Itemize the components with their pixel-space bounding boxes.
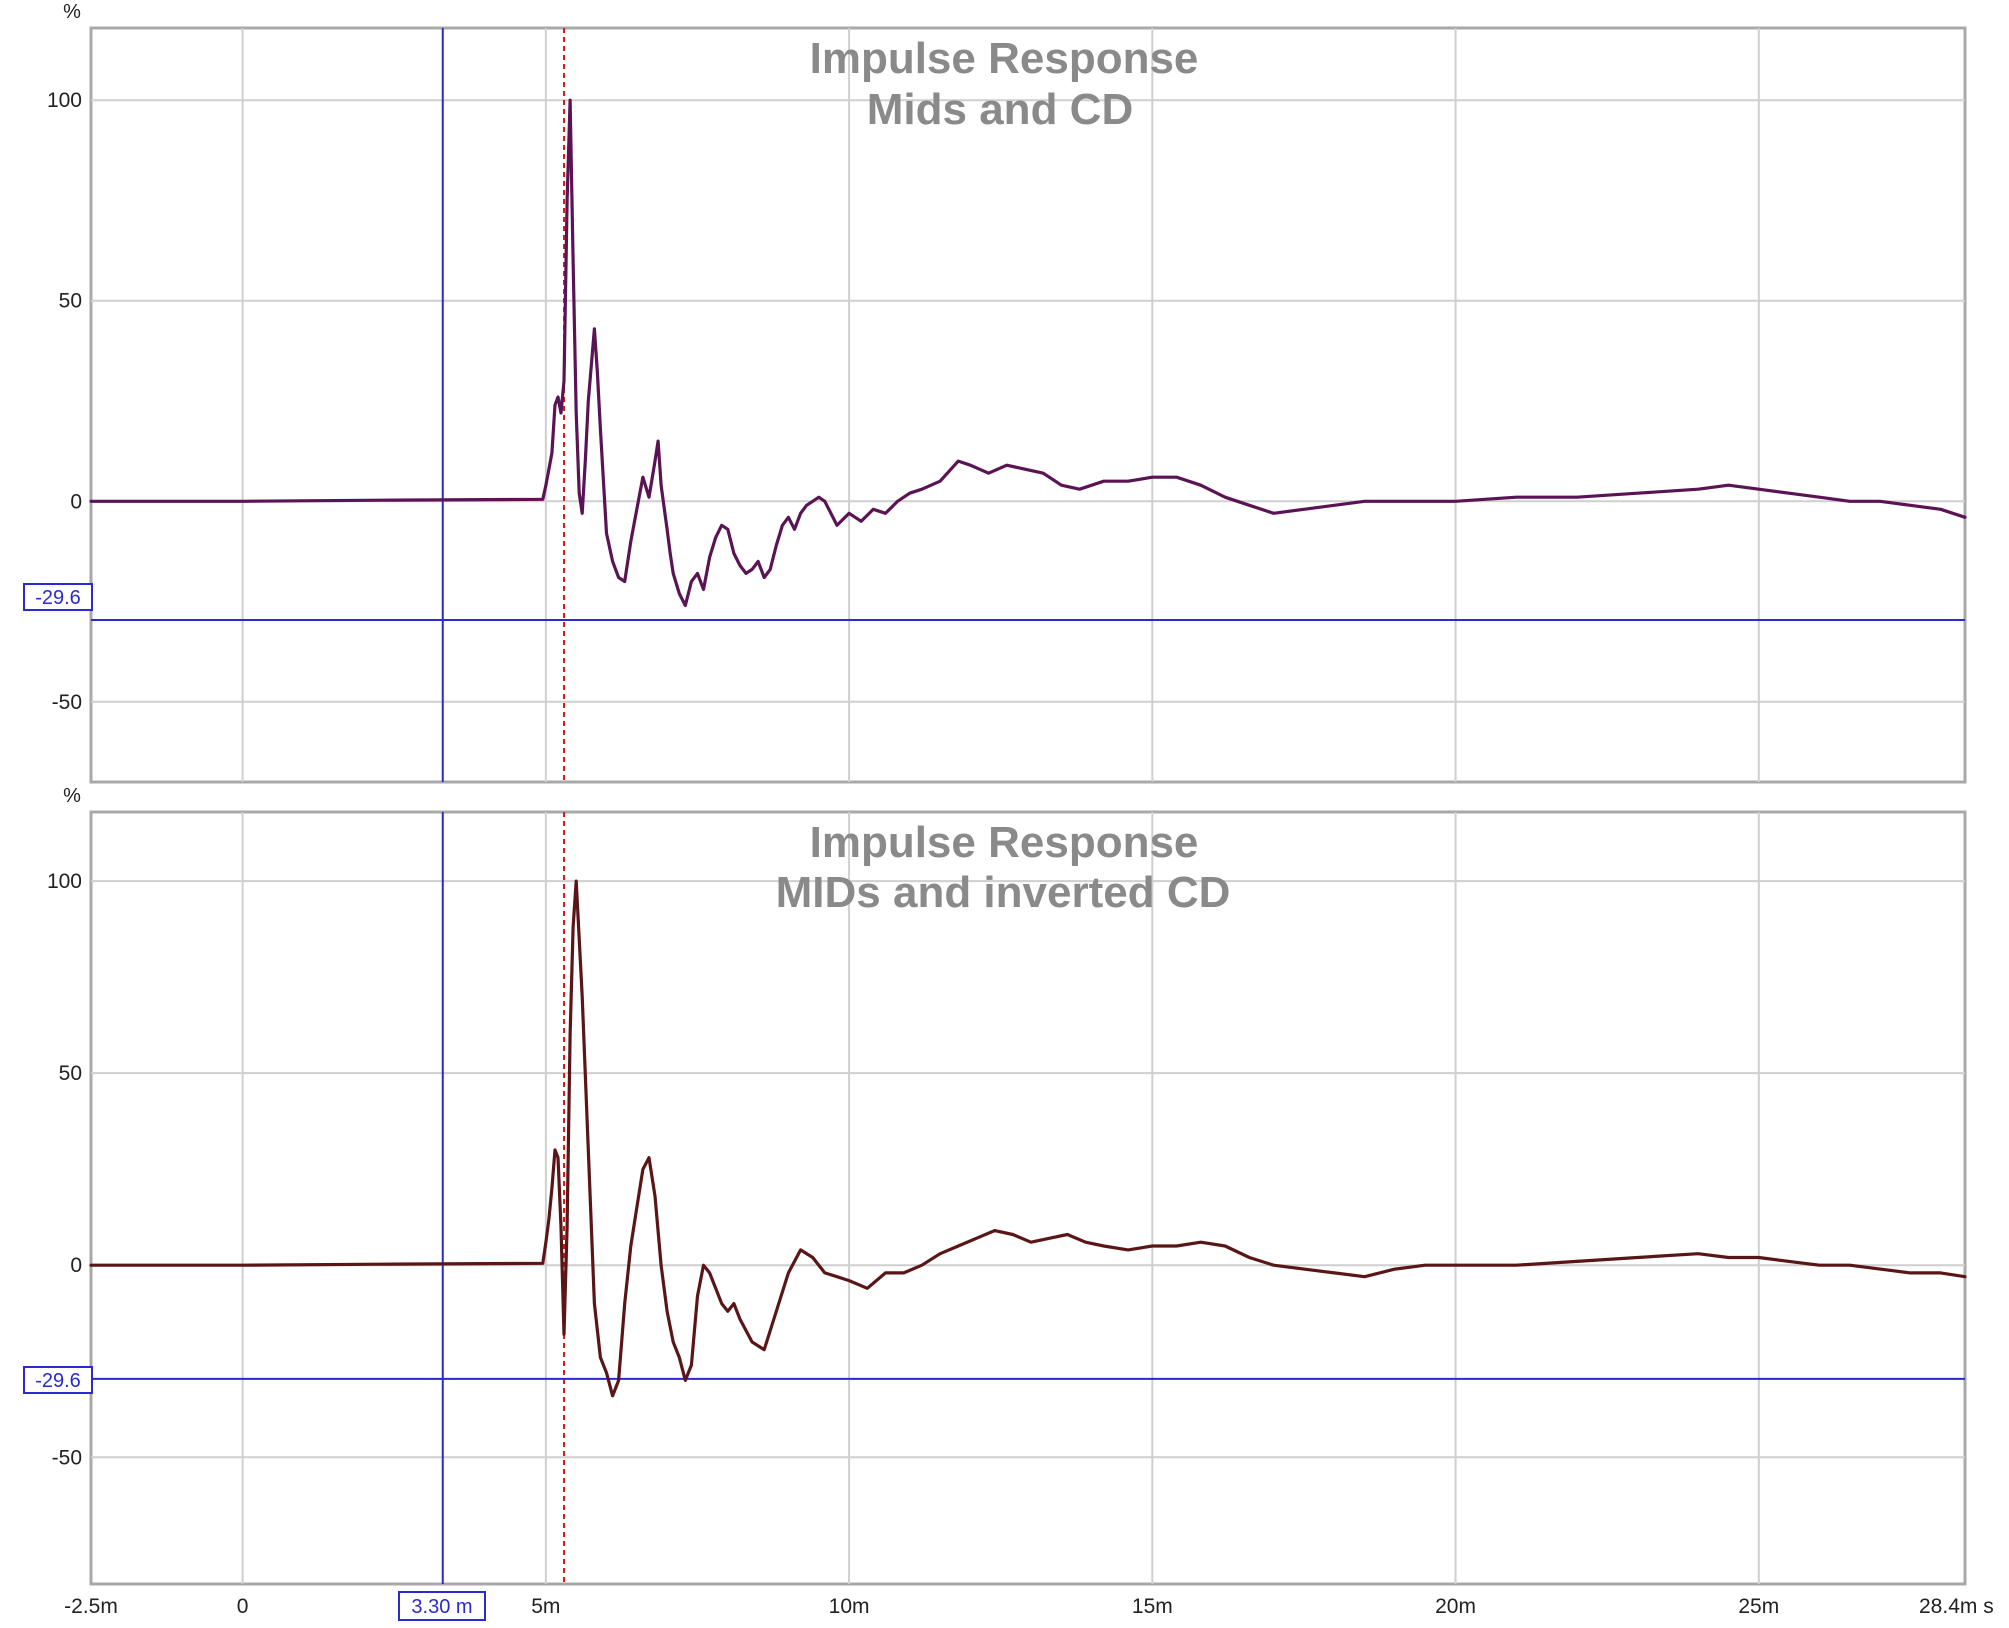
- y-tick-label: 0: [70, 1254, 82, 1277]
- y-tick-label: 0: [70, 490, 82, 513]
- x-tick-label: 15m: [1132, 1595, 1173, 1618]
- y-unit-label: %: [63, 1, 81, 23]
- x-tick-label: 10m: [829, 1595, 870, 1618]
- impulse-response-line: [89, 98, 1967, 608]
- impulse-response-line: [89, 879, 1967, 1398]
- chart-title: Impulse Response: [810, 818, 1199, 867]
- y-tick-labels: 100 50 0 -50: [47, 89, 82, 714]
- x-tick-label: 0: [237, 1595, 249, 1618]
- chart-subtitle: MIDs and inverted CD: [776, 868, 1231, 917]
- y-cursor-box: [23, 1366, 93, 1394]
- y-unit-label: %: [63, 785, 81, 807]
- x-tick-label: 25m: [1738, 1595, 1779, 1618]
- series-group: [89, 98, 1967, 608]
- panel-mids-and-inverted-cd: 100 50 0 -50 % Impulse Response MIDs and in…: [23, 785, 1967, 1586]
- chart-title: Impulse Response: [810, 34, 1199, 83]
- x-tick-label: 20m: [1435, 1595, 1476, 1618]
- y-tick-label: -50: [52, 1446, 82, 1469]
- y-tick-label: 50: [59, 290, 82, 313]
- chart-subtitle: Mids and CD: [867, 85, 1133, 134]
- y-tick-label: -50: [52, 691, 82, 714]
- y-tick-label: 100: [47, 870, 82, 893]
- y-cursor-value: -29.6: [35, 587, 81, 609]
- y-cursor-readout[interactable]: -29.6: [23, 583, 93, 611]
- y-cursor-readout[interactable]: -29.6: [23, 1366, 93, 1394]
- x-cursor-readout[interactable]: 3.30 m: [398, 1591, 486, 1621]
- vertical-gridlines: [241, 28, 1760, 782]
- x-tick-label: 28.4m s: [1919, 1595, 1994, 1618]
- x-cursor-value: 3.30 m: [411, 1596, 472, 1618]
- y-tick-labels: 100 50 0 -50: [47, 870, 82, 1469]
- y-tick-label: 100: [47, 89, 82, 112]
- panel-mids-and-cd: 100 50 0 -50 % Impulse Response Mids and CD…: [23, 1, 1967, 784]
- cursor-lines: [91, 812, 1965, 1584]
- x-tick-label: -2.5m: [64, 1595, 118, 1618]
- vertical-gridlines: [241, 812, 1760, 1584]
- x-tick-label: 5m: [531, 1595, 560, 1618]
- cursor-lines: [91, 28, 1965, 782]
- y-cursor-value: -29.6: [35, 1370, 81, 1392]
- y-cursor-box: [23, 583, 93, 611]
- plot-frame: [89, 26, 1967, 784]
- series-group: [89, 879, 1967, 1398]
- x-tick-labels: -2.5m 0 5m 10m 15m 20m 25m 28.4m s: [64, 1595, 1994, 1618]
- x-cursor-box: [398, 1591, 486, 1621]
- plot-frame: [89, 810, 1967, 1586]
- y-tick-label: 50: [59, 1062, 82, 1085]
